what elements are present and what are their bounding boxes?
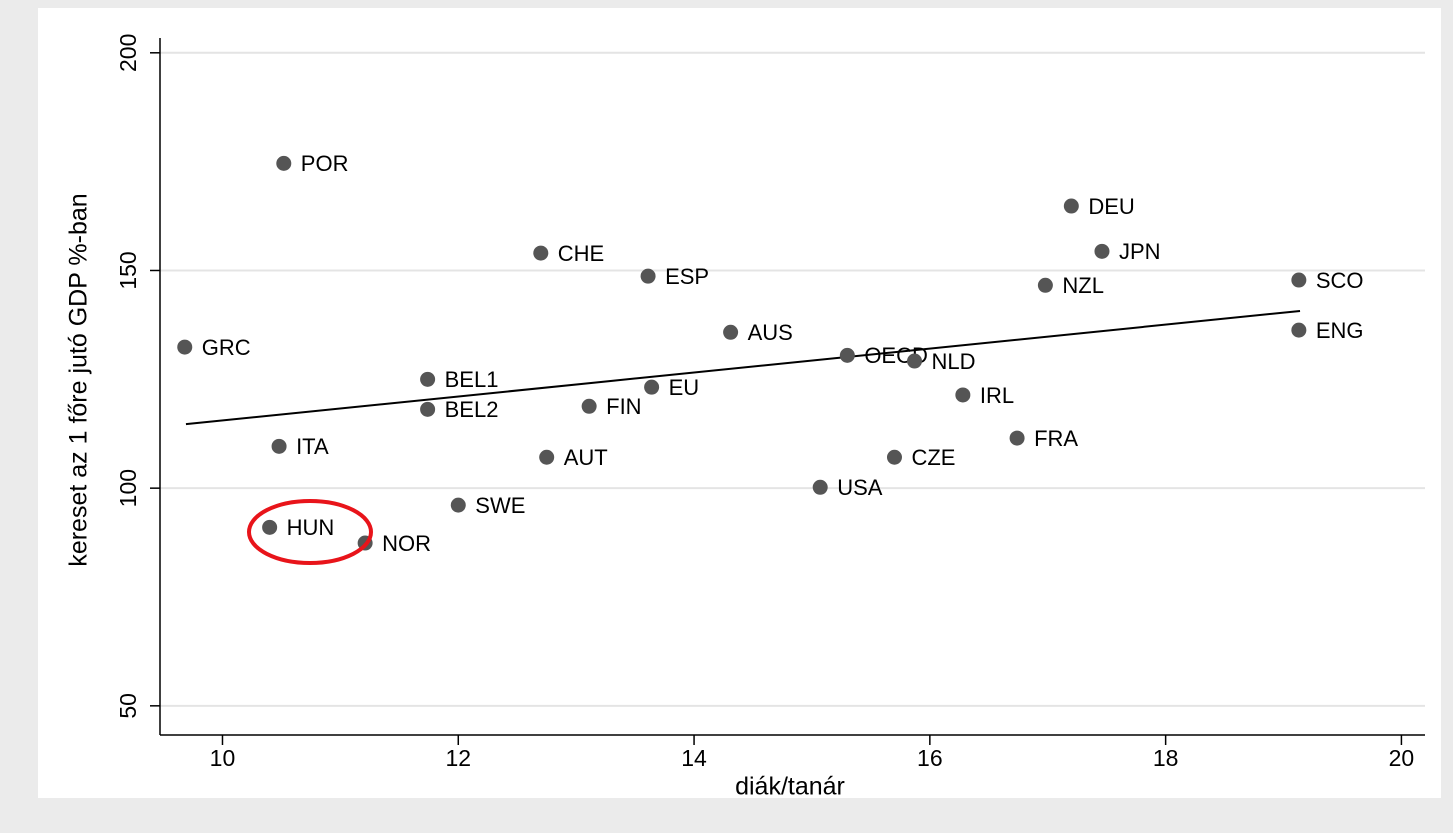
point: [1094, 243, 1110, 259]
point: [907, 353, 923, 369]
x-tick-label: 16: [917, 745, 943, 771]
point-label: EU: [669, 375, 700, 400]
point-label: FRA: [1034, 426, 1078, 451]
point-label: IRL: [980, 383, 1014, 408]
point: [1009, 430, 1025, 446]
point-label: AUS: [748, 320, 793, 345]
point: [177, 339, 193, 355]
point: [539, 449, 555, 465]
point: [276, 155, 292, 171]
point-label: JPN: [1119, 239, 1161, 264]
point: [1063, 198, 1079, 214]
x-tick-label: 18: [1153, 745, 1179, 771]
y-tick-label: 150: [115, 251, 141, 289]
point-label: ENG: [1316, 318, 1364, 343]
point: [1291, 322, 1307, 338]
point-label: FIN: [606, 394, 641, 419]
point: [723, 324, 739, 340]
point-label: CHE: [558, 241, 604, 266]
fit-line: [185, 309, 1301, 426]
point-label: BEL2: [445, 397, 499, 422]
y-tick-label: 100: [115, 469, 141, 507]
point-label: ITA: [296, 434, 329, 459]
point: [955, 387, 971, 403]
point: [420, 371, 436, 387]
point: [581, 398, 597, 414]
y-tick-label: 50: [115, 693, 141, 719]
point-label: NZL: [1062, 273, 1104, 298]
point: [812, 479, 828, 495]
x-tick-label: 14: [681, 745, 707, 771]
y-tick-label: 200: [115, 34, 141, 72]
point-label: BEL1: [445, 367, 499, 392]
highlight-ellipse: [247, 499, 373, 565]
point-label: CZE: [911, 445, 955, 470]
point-label: GRC: [202, 335, 251, 360]
point: [262, 519, 278, 535]
x-tick-label: 20: [1389, 745, 1415, 771]
y-axis-title: kereset az 1 főre jutó GDP %-ban: [65, 193, 93, 566]
point: [1291, 272, 1307, 288]
point-label: NLD: [932, 349, 976, 374]
point: [271, 438, 287, 454]
point-label: SCO: [1316, 268, 1364, 293]
point-label: DEU: [1088, 194, 1134, 219]
point: [886, 449, 902, 465]
point: [533, 245, 549, 261]
point-label: USA: [837, 475, 883, 500]
point-label: ESP: [665, 264, 709, 289]
x-tick-label: 10: [210, 745, 236, 771]
x-tick-label: 12: [445, 745, 471, 771]
point: [1037, 277, 1053, 293]
point-label: HUN: [287, 515, 335, 540]
point: [420, 401, 436, 417]
point-label: AUT: [564, 445, 608, 470]
point: [640, 268, 656, 284]
point: [450, 497, 466, 513]
point: [839, 347, 855, 363]
x-axis-title: diák/tanár: [735, 773, 845, 801]
point: [644, 379, 660, 395]
point-label: SWE: [475, 493, 525, 518]
grid: [160, 51, 1425, 707]
point-label: POR: [301, 151, 349, 176]
plot-area: [160, 38, 1425, 735]
point-label: NOR: [382, 531, 431, 556]
